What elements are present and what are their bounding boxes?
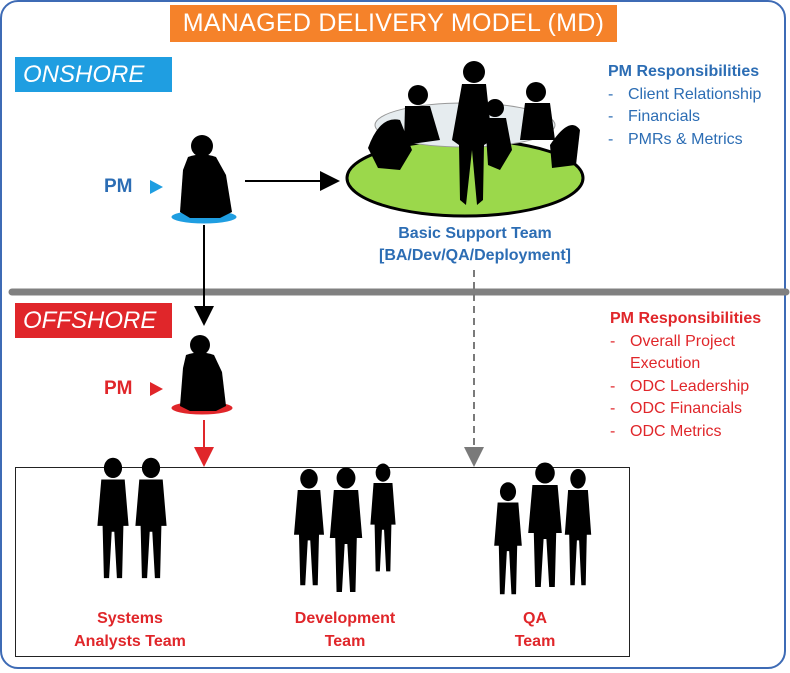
basic-support-team-roles: [BA/Dev/QA/Deployment] [378, 247, 572, 264]
responsibility-item: ODC Leadership [610, 376, 785, 399]
meeting-table-icon [345, 61, 585, 218]
responsibility-item: ODC Metrics [610, 421, 785, 444]
responsibility-item: Financials [608, 106, 788, 129]
offshore-pm-silhouette-icon [170, 335, 234, 416]
team-label-line: QA [523, 610, 547, 627]
responsibility-item: PMRs & Metrics [608, 129, 788, 152]
onshore-pm-silhouette-icon [170, 135, 238, 225]
onshore-pm-pointer-icon [150, 180, 163, 194]
onshore-pm-label: PM [104, 176, 133, 197]
development-team-icon [294, 463, 396, 592]
team-label-line: Systems [97, 610, 163, 627]
diagram-title: MANAGED DELIVERY MODEL (MD) [170, 5, 617, 42]
qa-team-icon [494, 462, 592, 595]
responsibility-item: Overall Project Execution [610, 331, 785, 376]
onshore-label: ONSHORE [15, 57, 172, 92]
responsibilities-heading: PM Responsibilities [608, 63, 760, 80]
offshore-pm-label: PM [104, 378, 133, 399]
team-label-line: Team [514, 633, 556, 650]
offshore-pm-pointer-icon [150, 382, 163, 396]
basic-support-team-title: Basic Support Team [398, 225, 552, 242]
systems-analysts-team-label: Systems Analysts Team [55, 607, 205, 653]
responsibilities-heading: PM Responsibilities [610, 310, 762, 327]
qa-team-label: QA Team [460, 607, 610, 653]
systems-analysts-team-icon [97, 457, 167, 579]
team-label-line: Development [294, 610, 396, 627]
team-label-line: Team [324, 633, 366, 650]
offshore-pm-responsibilities: PM Responsibilities Overall Project Exec… [610, 308, 785, 443]
responsibility-item: Client Relationship [608, 84, 788, 107]
offshore-teams-box [15, 467, 630, 657]
basic-support-team-label: Basic Support Team [BA/Dev/QA/Deployment… [350, 223, 600, 267]
responsibility-item: ODC Financials [610, 398, 785, 421]
team-label-line: Analysts Team [74, 633, 186, 650]
development-team-label: Development Team [270, 607, 420, 653]
offshore-label: OFFSHORE [15, 303, 172, 338]
onshore-pm-responsibilities: PM Responsibilities Client Relationship … [608, 61, 788, 151]
